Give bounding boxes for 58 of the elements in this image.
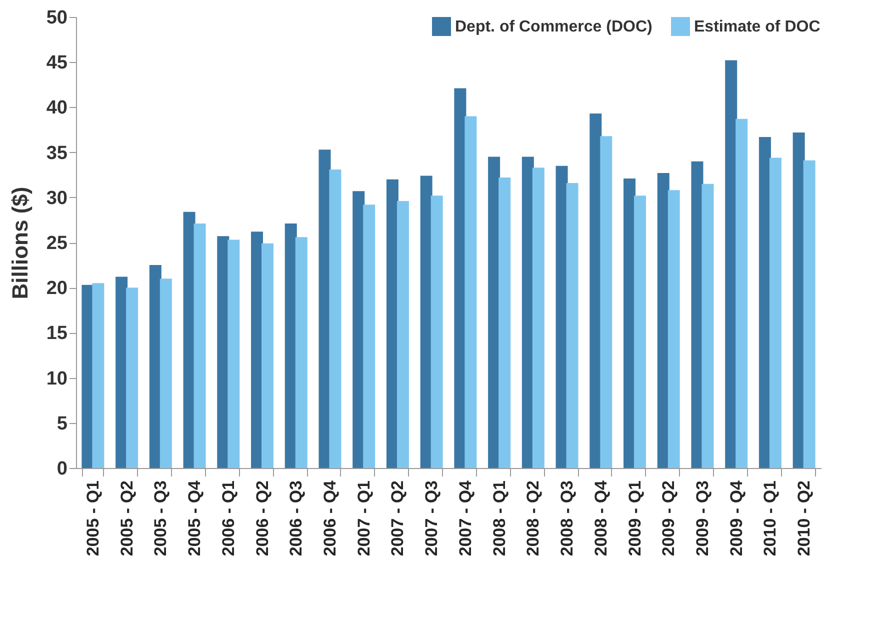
bar — [498, 178, 511, 468]
bar — [430, 196, 443, 468]
y-tick-label: 45 — [46, 52, 68, 74]
bar — [329, 169, 342, 468]
x-tick-label: 2006 - Q3 — [286, 480, 306, 556]
bar — [634, 196, 646, 468]
y-tick-label: 35 — [46, 142, 68, 164]
bar — [464, 116, 477, 468]
x-tick-label: 2008 - Q4 — [591, 480, 610, 556]
bar — [295, 237, 308, 468]
bar — [668, 190, 680, 468]
x-tick-label: 2008 - Q2 — [524, 480, 543, 556]
x-tick-label: 2009 - Q4 — [726, 480, 746, 556]
legend-label: Dept. of Commerce (DOC) — [455, 18, 652, 36]
bar — [92, 283, 104, 468]
bar — [126, 288, 138, 468]
x-tick-label: 2009 - Q1 — [625, 480, 644, 556]
bar — [160, 278, 172, 468]
y-tick-label: 20 — [46, 278, 68, 300]
x-tick-label: 2010 - Q2 — [794, 480, 814, 556]
legend-label: Estimate of DOC — [694, 18, 821, 36]
x-tick-label: 2007 - Q1 — [354, 480, 374, 556]
x-tick-label: 2007 - Q4 — [456, 480, 475, 556]
bar — [396, 201, 409, 468]
y-axis-title: Billions ($) — [7, 186, 32, 300]
y-tick-label: 25 — [46, 233, 68, 254]
x-tick-label: 2006 - Q4 — [320, 480, 340, 556]
x-tick-label: 2006 - Q2 — [252, 480, 272, 556]
bar — [228, 240, 240, 468]
bar — [702, 184, 714, 468]
bar — [194, 224, 206, 468]
bar — [262, 243, 274, 468]
bar — [532, 168, 544, 468]
y-tick-label: 30 — [46, 188, 68, 209]
x-tick-label: 2005 - Q4 — [185, 480, 204, 556]
x-tick-label: 2006 - Q1 — [218, 480, 238, 556]
y-tick-label: 0 — [56, 458, 68, 480]
y-tick-label: 5 — [56, 413, 68, 434]
y-tick-label: 15 — [46, 323, 68, 344]
y-tick-label: 40 — [46, 98, 68, 119]
x-tick-label: 2007 - Q3 — [422, 480, 442, 556]
x-tick-label: 2005 - Q2 — [117, 480, 136, 556]
x-tick-label: 2010 - Q1 — [760, 480, 780, 556]
x-tick-label: 2008 - Q3 — [558, 480, 577, 556]
x-tick-label: 2008 - Q1 — [490, 480, 509, 556]
bar — [769, 158, 782, 468]
y-tick-label: 10 — [46, 368, 68, 390]
bar — [736, 118, 748, 468]
x-tick-label: 2009 - Q2 — [659, 480, 678, 556]
x-tick-label: 2005 - Q3 — [151, 480, 170, 556]
bar — [803, 160, 816, 468]
bar — [363, 204, 376, 468]
bar — [600, 136, 612, 468]
x-tick-label: 2005 - Q1 — [83, 480, 102, 556]
bar — [566, 182, 578, 468]
x-tick-label: 2009 - Q3 — [692, 480, 712, 556]
y-tick-label: 50 — [46, 8, 68, 28]
x-tick-label: 2007 - Q2 — [388, 480, 408, 556]
